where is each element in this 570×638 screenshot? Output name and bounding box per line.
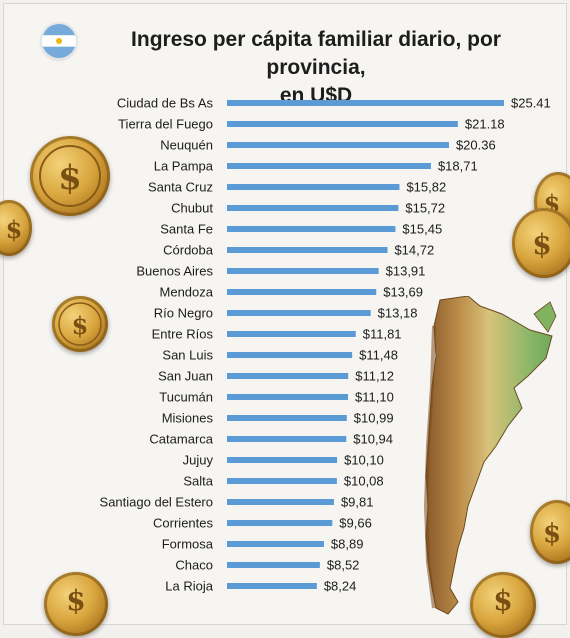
dollar-coin-icon: $: [530, 500, 570, 564]
dollar-coin-icon: $: [44, 572, 108, 636]
category-label: Jujuy: [183, 453, 214, 468]
value-label: $8,89: [331, 537, 364, 552]
value-label: $9,81: [341, 495, 374, 510]
bar: [227, 583, 317, 589]
svg-text:$: $: [66, 584, 85, 617]
bar: [227, 121, 458, 127]
category-label: Neuquén: [160, 138, 213, 153]
svg-text:$: $: [532, 228, 551, 261]
value-label: $20.36: [456, 138, 496, 153]
bar: [227, 373, 349, 379]
bar: [227, 352, 353, 358]
value-label: $8,24: [324, 579, 357, 594]
bar: [227, 415, 347, 421]
svg-text:$: $: [543, 519, 561, 549]
value-label: $9,66: [339, 516, 372, 531]
bar: [227, 100, 504, 106]
chart-title-line-1: Ingreso per cápita familiar diario, por …: [131, 28, 501, 79]
value-label: $10,94: [353, 432, 393, 447]
chart-title: Ingreso per cápita familiar diario, por …: [86, 26, 546, 110]
value-label: $13,69: [383, 285, 423, 300]
bar: [227, 457, 338, 463]
category-label: La Pampa: [154, 159, 214, 174]
value-label: $8,52: [327, 558, 360, 573]
category-label: Salta: [183, 474, 213, 489]
category-label: San Juan: [158, 369, 213, 384]
dollar-coin-icon: $: [512, 208, 570, 278]
value-label: $15,72: [405, 201, 445, 216]
category-label: Chubut: [171, 201, 213, 216]
bar: [227, 142, 449, 148]
category-label: Córdoba: [163, 243, 214, 258]
category-label: Santa Cruz: [148, 180, 213, 195]
value-label: $18,71: [438, 159, 478, 174]
category-label: Entre Ríos: [152, 327, 214, 342]
bar: [227, 184, 400, 190]
bar: [227, 205, 399, 211]
svg-text:$: $: [72, 311, 89, 340]
category-label: Mendoza: [160, 285, 214, 300]
argentina-map: [410, 295, 560, 616]
bar: [227, 541, 324, 547]
value-label: $10,10: [344, 453, 384, 468]
bar: [227, 520, 333, 526]
bar: [227, 394, 349, 400]
svg-text:$: $: [58, 158, 82, 198]
dollar-coin-icon: $: [470, 572, 536, 638]
category-label: Formosa: [162, 537, 214, 552]
category-label: Tucumán: [159, 390, 213, 405]
value-label: $21.18: [465, 117, 505, 132]
value-label: $25.41: [511, 96, 551, 111]
bar: [227, 310, 371, 316]
category-label: Río Negro: [154, 306, 213, 321]
value-label: $10,08: [344, 474, 384, 489]
value-label: $15,45: [402, 222, 442, 237]
category-label: Santa Fe: [160, 222, 213, 237]
category-label: Santiago del Estero: [100, 495, 213, 510]
bar: [227, 247, 388, 253]
bar: [227, 331, 356, 337]
svg-text:$: $: [493, 584, 512, 617]
value-label: $11,10: [355, 390, 394, 405]
category-label: Corrientes: [153, 516, 213, 531]
category-label: Chaco: [175, 558, 213, 573]
argentina-flag-icon: [42, 24, 76, 58]
category-label: Catamarca: [149, 432, 213, 447]
category-label: La Rioja: [165, 579, 213, 594]
value-label: $13,91: [386, 264, 426, 279]
value-label: $11,12: [355, 369, 394, 384]
value-label: $10,99: [354, 411, 394, 426]
bar: [227, 478, 337, 484]
value-label: $14,72: [394, 243, 434, 258]
bar: [227, 268, 379, 274]
bar: [227, 226, 396, 232]
value-label: $15,82: [406, 180, 446, 195]
category-label: Ciudad de Bs As: [117, 96, 214, 111]
dollar-coin-icon: $: [30, 136, 110, 216]
value-label: $11,81: [363, 327, 402, 342]
value-label: $11,48: [359, 348, 398, 363]
value-label: $13,18: [378, 306, 418, 321]
bar: [227, 499, 334, 505]
dollar-coin-icon: $: [52, 296, 108, 352]
bar: [227, 163, 431, 169]
bar: [227, 289, 377, 295]
svg-text:$: $: [6, 215, 23, 244]
category-label: Misiones: [162, 411, 214, 426]
bar: [227, 436, 347, 442]
bar: [227, 562, 320, 568]
dollar-coin-icon: $: [0, 200, 32, 256]
category-label: Tierra del Fuego: [118, 117, 213, 132]
category-label: San Luis: [162, 348, 213, 363]
category-label: Buenos Aires: [136, 264, 213, 279]
